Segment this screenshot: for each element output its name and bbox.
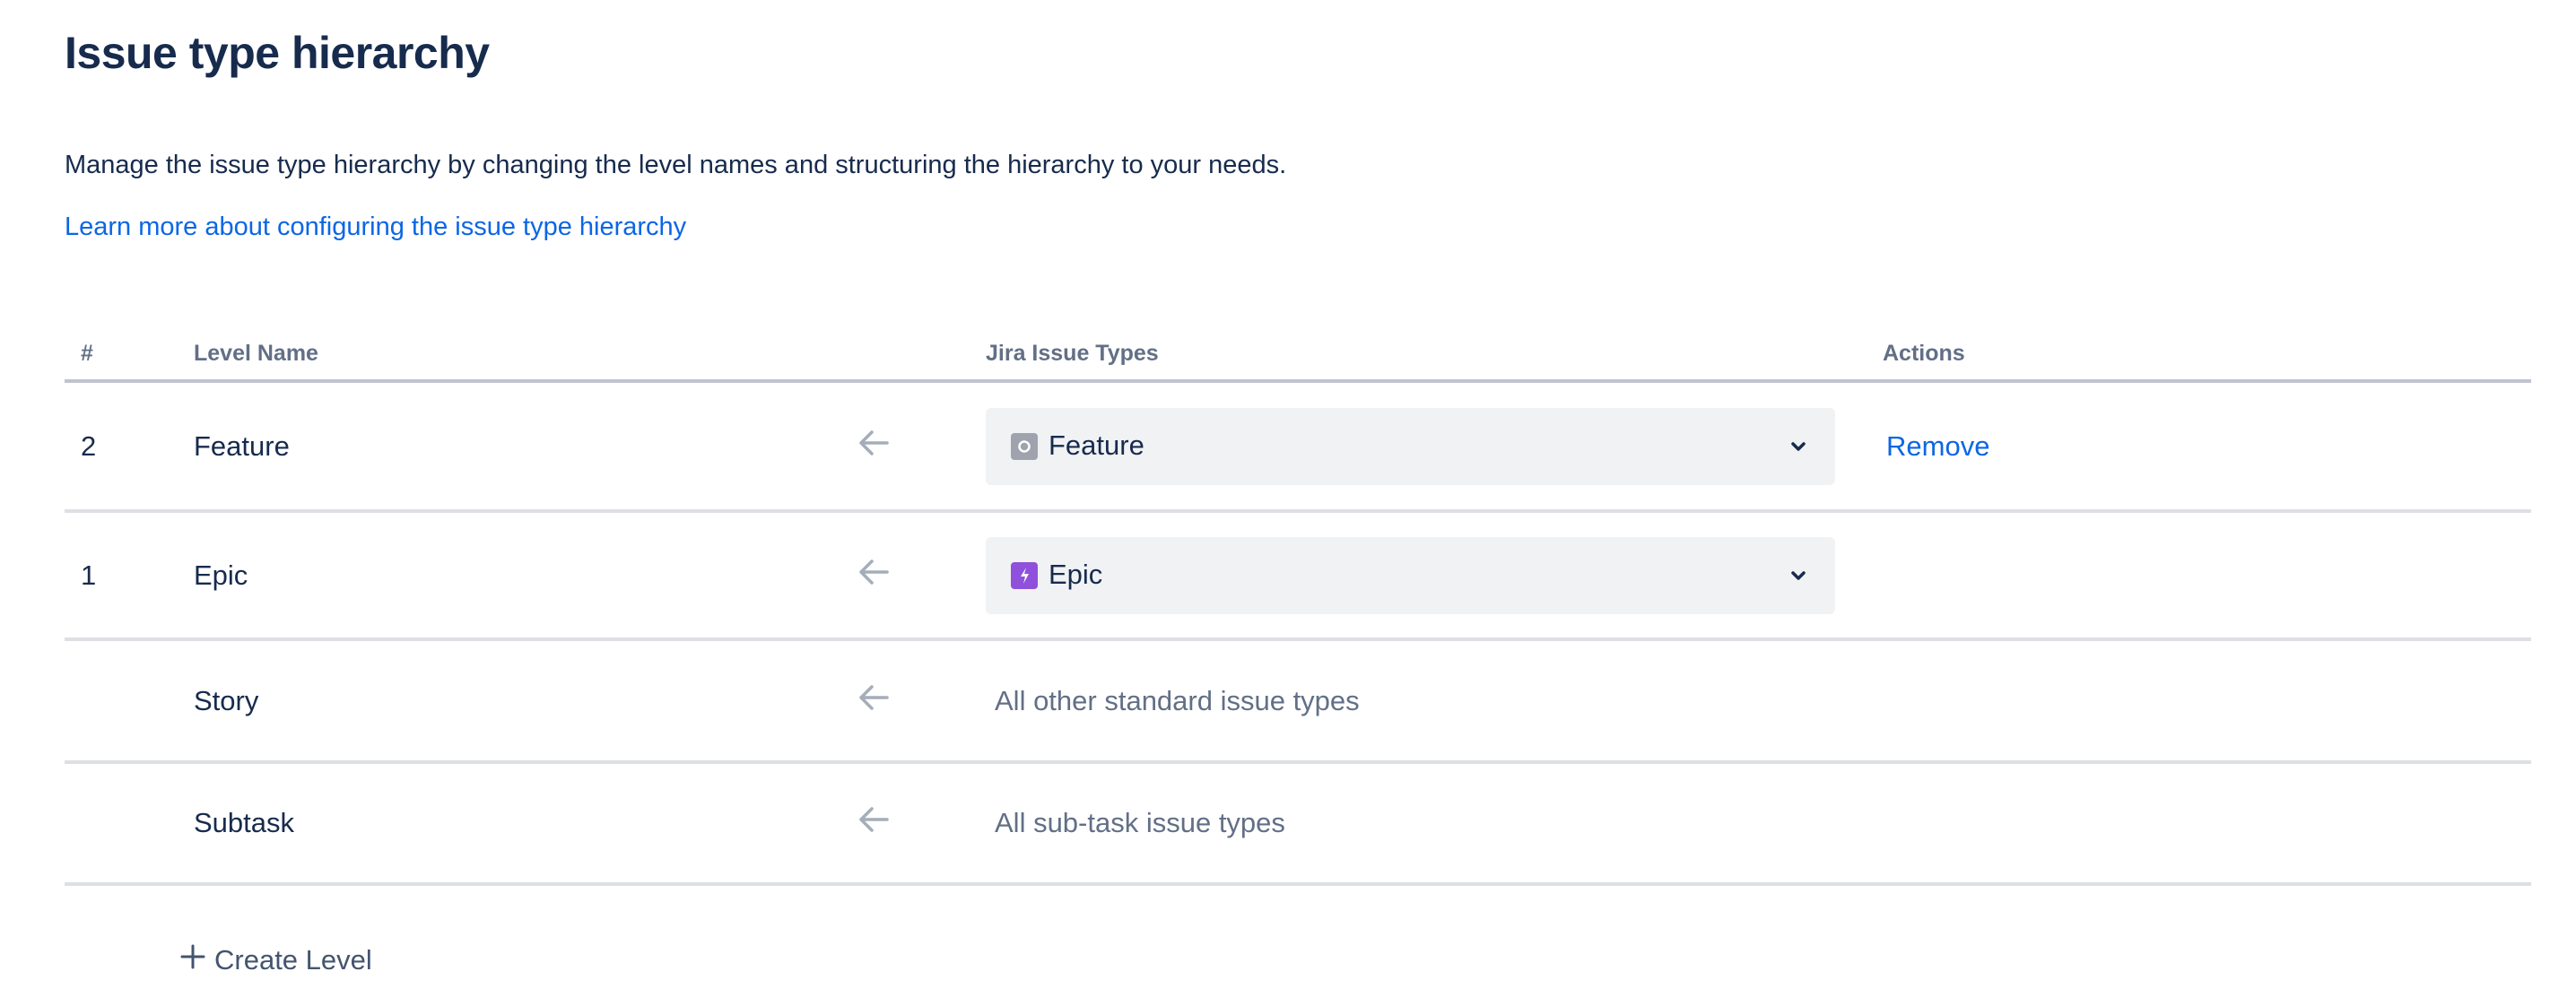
issue-type-select-epic[interactable]: Epic	[986, 536, 1835, 614]
issue-type-select-feature[interactable]: Feature	[986, 407, 1835, 485]
level-number: 2	[81, 429, 97, 462]
table-row: 1 Epic Epic	[65, 513, 2531, 641]
issue-types-text: All other standard issue types	[995, 684, 1360, 716]
table-row: Story All other standard issue types	[65, 641, 2531, 764]
chevron-down-icon	[1788, 562, 1808, 594]
select-value: Feature	[1049, 429, 1144, 461]
chevron-down-icon	[1788, 433, 1808, 464]
header-actions: Actions	[1883, 341, 1965, 366]
table-row: 2 Feature Feature Remove	[65, 383, 2531, 513]
page-title: Issue type hierarchy	[65, 28, 490, 78]
feature-icon	[1011, 432, 1038, 460]
select-value: Epic	[1049, 558, 1103, 590]
level-name: Feature	[194, 429, 290, 462]
plus-icon	[180, 944, 205, 976]
level-name: Epic	[194, 559, 248, 591]
table-header: # Level Name Jira Issue Types Actions	[65, 332, 2531, 383]
create-level-button[interactable]: Create Level	[180, 944, 372, 976]
level-number: 1	[81, 559, 97, 591]
hierarchy-table: # Level Name Jira Issue Types Actions 2 …	[65, 332, 2531, 886]
table-row: Subtask All sub-task issue types	[65, 764, 2531, 886]
epic-lightning-icon	[1011, 561, 1038, 589]
remove-level-button[interactable]: Remove	[1886, 429, 1990, 462]
header-issue-types: Jira Issue Types	[986, 341, 1159, 366]
header-level-name: Level Name	[194, 341, 318, 366]
level-name: Story	[194, 684, 259, 716]
arrow-left-icon	[858, 559, 889, 593]
arrow-left-icon	[858, 684, 889, 718]
level-name: Subtask	[194, 807, 295, 838]
page-description: Manage the issue type hierarchy by chang…	[65, 151, 1287, 179]
arrow-left-icon	[858, 429, 889, 464]
create-level-label: Create Level	[214, 944, 372, 976]
arrow-left-icon	[858, 806, 889, 840]
header-number: #	[81, 341, 93, 366]
issue-types-text: All sub-task issue types	[995, 807, 1285, 838]
learn-more-link[interactable]: Learn more about configuring the issue t…	[65, 212, 687, 241]
